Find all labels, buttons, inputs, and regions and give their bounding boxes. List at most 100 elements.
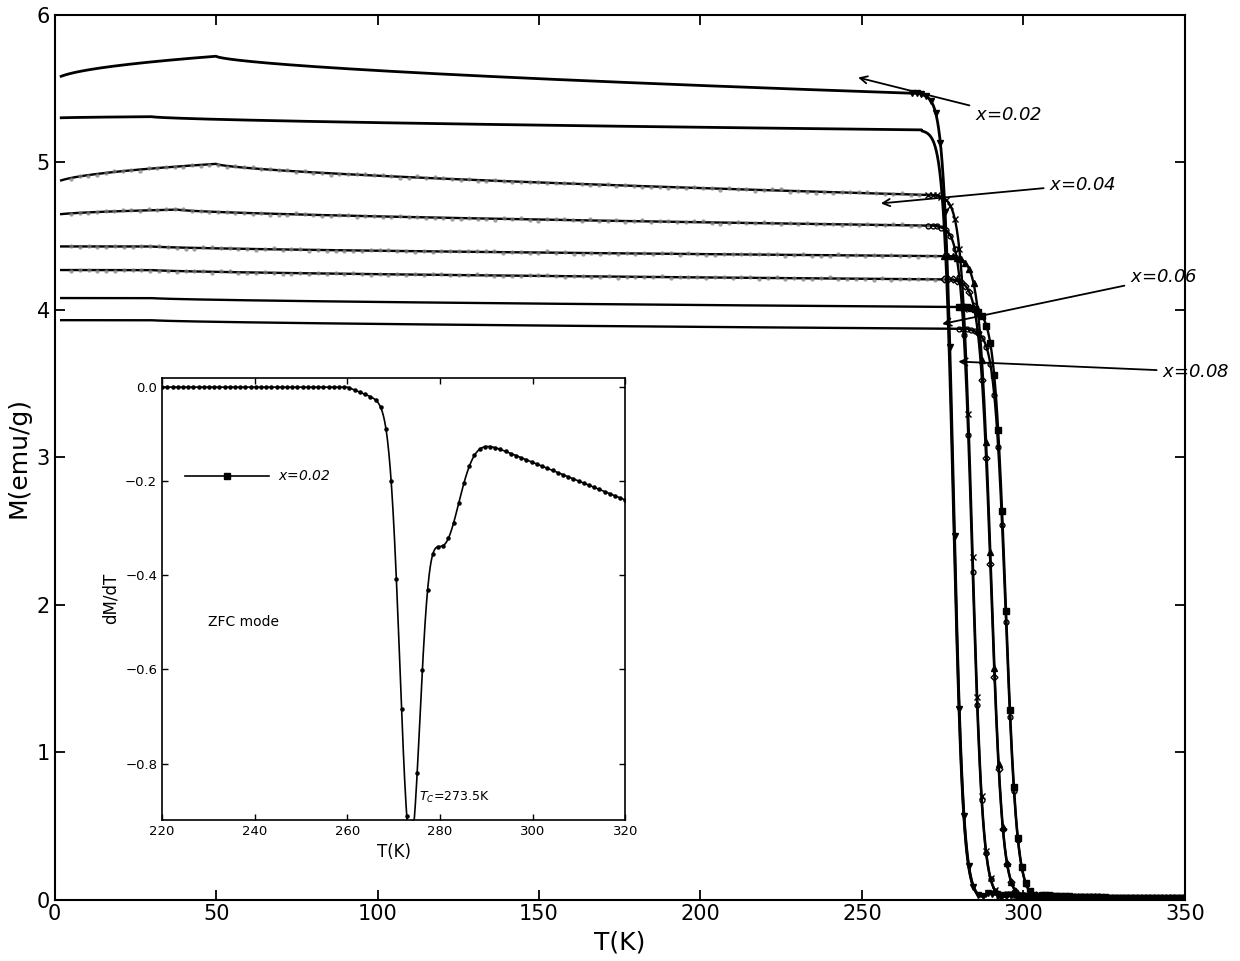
Point	[537, 211, 557, 227]
Point	[494, 245, 513, 260]
Point	[754, 214, 774, 230]
Point	[890, 271, 910, 286]
Point	[335, 243, 355, 259]
Point	[528, 174, 548, 189]
Point	[356, 166, 376, 182]
Point	[304, 165, 324, 181]
Point	[582, 246, 601, 261]
Point	[459, 210, 479, 226]
Point	[260, 160, 280, 176]
Point	[312, 165, 332, 181]
Point	[140, 263, 160, 279]
Point	[925, 248, 945, 263]
Point	[165, 160, 185, 175]
Point	[414, 267, 434, 283]
Point	[450, 211, 470, 227]
Point	[678, 245, 698, 260]
Point	[123, 239, 143, 255]
Point	[69, 205, 89, 220]
Point	[667, 214, 687, 230]
Point	[684, 213, 704, 229]
Point	[854, 248, 874, 263]
Point	[884, 186, 904, 202]
Point	[771, 217, 791, 233]
Point	[200, 204, 219, 219]
Point	[528, 246, 548, 261]
Point	[815, 185, 835, 200]
Point	[858, 216, 878, 232]
Text: $x$=0.02: $x$=0.02	[861, 76, 1042, 124]
Point	[113, 163, 133, 179]
Point	[476, 268, 496, 283]
Point	[432, 266, 451, 282]
Point	[608, 270, 627, 285]
Point	[217, 205, 237, 220]
Point	[650, 212, 670, 228]
Point	[564, 268, 584, 283]
X-axis label: T(K): T(K)	[594, 930, 646, 954]
Point	[299, 266, 319, 282]
Point	[616, 269, 636, 284]
Point	[758, 246, 777, 261]
Point	[546, 175, 565, 190]
Point	[304, 208, 324, 223]
Point	[286, 206, 306, 221]
Point	[326, 265, 346, 281]
Point	[934, 248, 954, 263]
Point	[273, 242, 293, 258]
Point	[837, 271, 857, 286]
Point	[476, 173, 496, 188]
Point	[104, 163, 124, 179]
Point	[849, 218, 869, 234]
Point	[511, 268, 531, 283]
Y-axis label: M(emu/g): M(emu/g)	[7, 397, 31, 518]
Point	[339, 207, 358, 222]
Point	[382, 168, 402, 184]
Point	[687, 246, 707, 261]
Point	[176, 241, 196, 257]
Point	[846, 272, 866, 287]
Point	[841, 216, 861, 232]
Point	[326, 243, 346, 259]
Point	[909, 219, 929, 234]
Point	[243, 160, 263, 175]
Point	[405, 266, 425, 282]
Point	[687, 270, 707, 285]
Point	[247, 242, 267, 258]
Point	[641, 179, 661, 194]
Point	[105, 263, 125, 279]
Point	[590, 269, 610, 284]
Point	[554, 211, 574, 227]
Text: $x$=0.04: $x$=0.04	[883, 176, 1116, 207]
Point	[711, 216, 730, 232]
Point	[882, 247, 901, 262]
Point	[849, 185, 869, 200]
Point	[278, 162, 298, 178]
Point	[580, 211, 600, 227]
Point	[269, 162, 289, 178]
Point	[343, 243, 363, 259]
Point	[87, 205, 107, 220]
Point	[806, 216, 826, 232]
Point	[156, 159, 176, 174]
Point	[281, 266, 301, 282]
Point	[789, 217, 808, 233]
Point	[546, 211, 565, 227]
Point	[176, 263, 196, 279]
Point	[321, 209, 341, 224]
Point	[252, 161, 272, 177]
Point	[432, 243, 451, 259]
Point	[391, 209, 410, 224]
Point	[615, 178, 635, 193]
Point	[573, 268, 593, 283]
Text: $x$=0.06: $x$=0.06	[944, 268, 1198, 326]
Point	[719, 181, 739, 196]
Point	[785, 270, 805, 285]
Point	[599, 269, 619, 284]
Point	[278, 207, 298, 222]
Point	[113, 203, 133, 218]
Point	[476, 211, 496, 227]
Point	[226, 159, 246, 174]
Point	[828, 271, 848, 286]
Point	[352, 243, 372, 259]
